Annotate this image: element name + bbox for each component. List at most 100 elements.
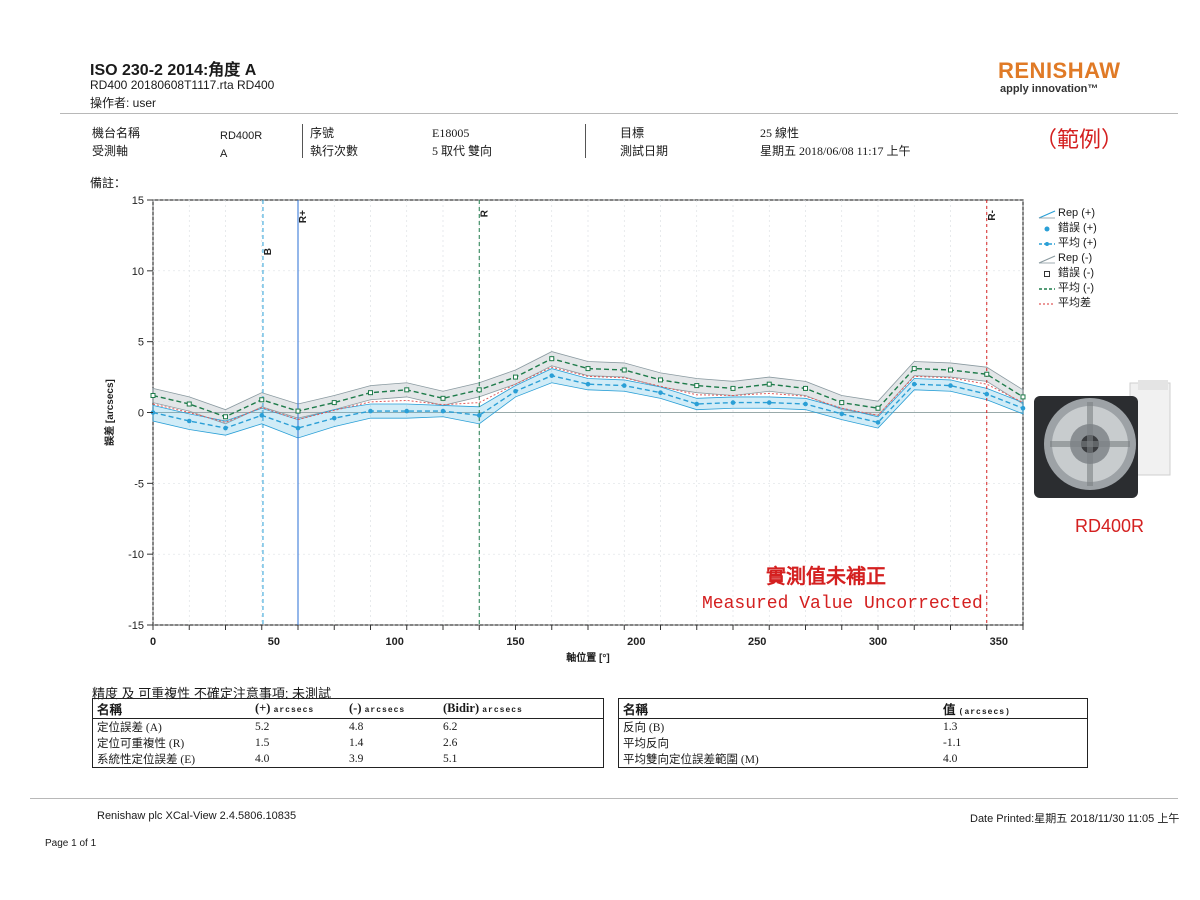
legend-item: 平均 (-): [1038, 281, 1097, 296]
axis-label: 受測軸: [92, 144, 129, 158]
point-error-plus: [766, 400, 772, 405]
x-tick-label: 0: [150, 636, 156, 648]
cell-value: 1.4: [349, 737, 364, 749]
axis-value: A: [220, 148, 228, 160]
point-error-minus: [549, 356, 555, 362]
legend-item: 錯誤 (-): [1038, 266, 1097, 281]
mean-diff-icon: [1039, 302, 1055, 305]
point-error-minus: [295, 408, 301, 414]
target-value: 25 線性: [760, 126, 800, 140]
y-tick-label: -10: [128, 549, 144, 561]
point-error-minus: [476, 387, 482, 393]
point-error-plus: [1020, 405, 1026, 411]
table-row: 定位誤差 (A) 5.2 4.8 6.2: [92, 718, 604, 735]
row-label: 平均雙向定位誤差範圍 (M): [618, 751, 939, 768]
row-label: 反向 (B): [618, 718, 939, 735]
cell-value: 4.0: [251, 751, 345, 768]
point-error-plus: [694, 401, 700, 407]
point-error-plus: [186, 418, 192, 424]
rep-minus-icon: [1038, 254, 1056, 264]
point-error-plus: [476, 413, 482, 418]
point-error-plus: [259, 413, 265, 418]
point-error-minus: [766, 381, 772, 387]
runs-label: 執行次數: [310, 144, 359, 158]
y-tick-label: 5: [138, 337, 144, 349]
point-error-minus: [1020, 394, 1026, 400]
y-tick-label: 10: [132, 266, 144, 278]
row-label: 系統性定位誤差 (E): [92, 751, 251, 768]
x-tick-label: 200: [627, 636, 645, 648]
point-error-minus: [911, 366, 917, 372]
mean-minus-icon: [1039, 287, 1055, 290]
info-labels-3: 目標 測試日期: [620, 124, 668, 160]
runs-value: 5 取代 雙向: [432, 144, 493, 158]
chart-legend: Rep (+) 錯誤 (+) 平均 (+) Rep (-) 錯誤 (-) 平均 …: [1038, 206, 1097, 311]
col-plus: (+) arcsecs: [251, 698, 345, 719]
software-version: Renishaw plc XCal-View 2.4.5806.10835: [97, 810, 297, 822]
table-row: 平均雙向定位誤差範圍 (M) 4.0: [618, 751, 1088, 768]
series-mean-diff: [152, 366, 1024, 423]
target-label: 目標: [620, 126, 645, 140]
point-error-minus: [621, 367, 627, 373]
operator: 操作者: user: [90, 96, 157, 110]
point-error-plus: [331, 415, 337, 421]
report-title: ISO 230-2 2014:角度 A: [90, 62, 257, 79]
point-error-plus: [585, 381, 591, 387]
results-table-left: 名稱 (+) arcsecs (-) arcsecs (Bidir) arcse…: [92, 698, 604, 768]
point-error-minus: [223, 414, 228, 420]
point-error-plus: [295, 425, 301, 431]
y-axis-label: 誤差 [arcsecs]: [103, 379, 116, 446]
page-number: Page 1 of 1: [45, 838, 97, 849]
info-labels-1: 機台名稱 受測軸: [92, 124, 140, 160]
cell-value: 1.3: [939, 718, 1088, 735]
info-labels-2: 序號 執行次數: [310, 124, 358, 160]
point-error-plus: [621, 383, 627, 388]
legend-label: 平均差: [1058, 297, 1091, 309]
point-error-plus: [948, 383, 953, 388]
mean-plus-icon: [1039, 241, 1055, 246]
date-printed: Date Printed:星期五 2018/11/30 11:05 上午: [970, 813, 1180, 825]
cell-value: 1.5: [255, 737, 270, 749]
point-error-minus: [839, 400, 845, 406]
tagline: apply innovation™: [1000, 83, 1099, 95]
y-tick-label: 15: [132, 195, 144, 207]
x-tick-label: 250: [748, 636, 766, 648]
header-divider: [60, 113, 1178, 114]
point-error-minus: [694, 383, 700, 389]
rotary-table-photo: [1034, 380, 1171, 498]
point-error-plus: [984, 391, 990, 397]
y-tick-label: -5: [134, 478, 144, 490]
point-error-minus: [404, 387, 410, 393]
point-error-minus: [875, 405, 881, 411]
cell-value: 6.2: [439, 718, 604, 735]
col-minus: (-) arcsecs: [345, 698, 439, 719]
point-error-minus: [150, 393, 156, 398]
marker-label: R: [479, 209, 490, 217]
info-divider-1: [302, 124, 303, 158]
legend-item: 平均差: [1038, 296, 1097, 311]
col-name: 名稱: [92, 698, 251, 719]
cell-value: 4.0: [939, 751, 1088, 768]
point-error-plus: [839, 411, 845, 417]
legend-item: 錯誤 (+): [1038, 221, 1097, 236]
cell-value: 4.8: [349, 721, 364, 733]
legend-label: 錯誤 (-): [1058, 267, 1095, 279]
x-tick-label: 300: [869, 636, 887, 648]
file-name: RD400 20180608T1117.rta RD400: [90, 78, 275, 92]
x-tick-label: 150: [506, 636, 524, 648]
row-label: 平均反向: [618, 735, 939, 751]
point-error-plus: [803, 401, 808, 407]
legend-item: Rep (+): [1038, 206, 1097, 221]
col-name: 名稱: [618, 698, 939, 719]
chart-series: [150, 356, 1026, 431]
point-error-minus: [368, 390, 373, 396]
model-label: RD400R: [1075, 516, 1145, 536]
point-error-plus: [368, 408, 373, 414]
info-divider-2: [585, 124, 586, 158]
col-bidir: (Bidir) arcsecs: [439, 698, 604, 719]
marker-label: R+: [298, 210, 309, 223]
serial-label: 序號: [310, 126, 335, 140]
cell-value: -1.1: [939, 735, 1088, 751]
point-error-minus: [984, 371, 990, 377]
